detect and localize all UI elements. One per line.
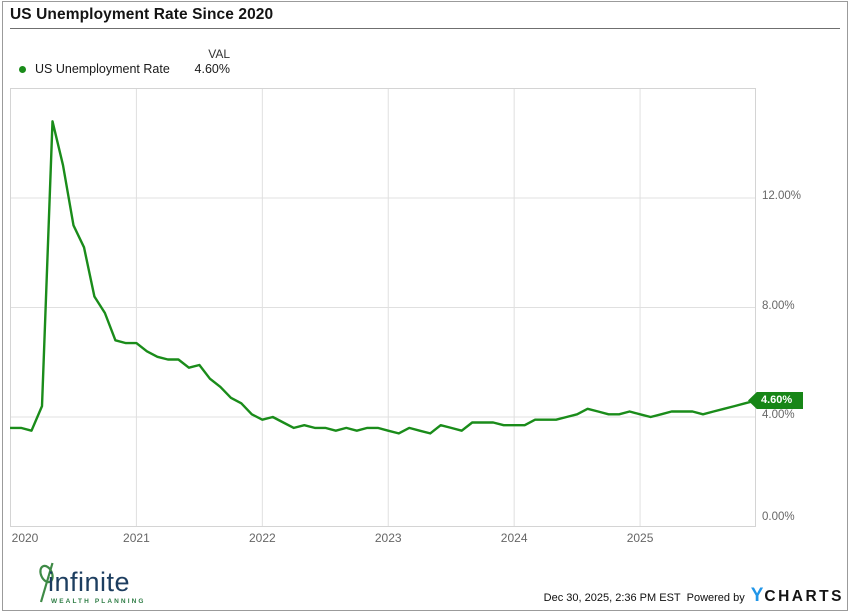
chart-title: US Unemployment Rate Since 2020	[10, 6, 274, 23]
logo-text: infinite	[48, 567, 131, 597]
y-tick-label: 12.00%	[762, 190, 802, 202]
plot-border	[10, 88, 756, 527]
legend-val-header: VAL	[208, 47, 230, 61]
y-tick-label: 0.00%	[762, 510, 795, 523]
x-tick-label: 2021	[123, 531, 150, 545]
y-tick-label: 8.00%	[762, 299, 795, 312]
x-tick-label: 2023	[374, 531, 402, 545]
y-tick-label: 4.00%	[762, 409, 795, 421]
unemployment-rate-line	[10, 120, 756, 435]
y-axis: 0.00% 4.00% 8.00% 12.00%	[762, 88, 822, 527]
powered-by-label: Powered by	[686, 592, 745, 604]
infinite-wealth-planning-logo: infinite WEALTH PLANNING	[36, 561, 156, 609]
x-tick-label: 2020	[11, 531, 39, 545]
footer-attribution: Dec 30, 2025, 2:36 PM EST Powered by Y C…	[544, 585, 844, 607]
timestamp: Dec 30, 2025, 2:36 PM EST	[543, 592, 681, 604]
infinite-dollar-glyph-icon	[39, 562, 54, 603]
series-color-dot-icon	[19, 66, 26, 73]
legend-series-label[interactable]: US Unemployment Rate	[35, 62, 170, 76]
ycharts-logo[interactable]: Y CHARTS	[751, 585, 844, 607]
x-tick-label: 2024	[500, 531, 528, 545]
x-tick-label: 2022	[248, 531, 276, 545]
x-axis: 2020 2021 2022 2023 2024 2025	[0, 531, 850, 547]
logo-subtext: WEALTH PLANNING	[51, 598, 146, 605]
title-divider	[10, 28, 840, 29]
last-value-badge: 4.60%	[748, 392, 803, 409]
unemployment-line-chart[interactable]	[10, 88, 756, 527]
x-tick-label: 2025	[626, 531, 654, 545]
ycharts-logo-charts: CHARTS	[764, 588, 844, 605]
ycharts-logo-y: Y	[750, 585, 764, 606]
legend-val-value: 4.60%	[194, 62, 230, 76]
